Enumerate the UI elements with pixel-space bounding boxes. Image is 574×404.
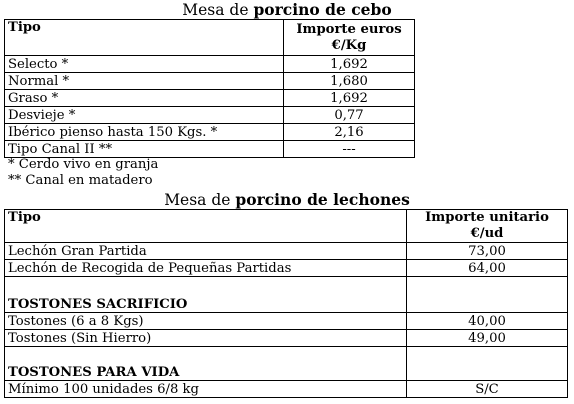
section-vida-title: TOSTONES PARA VIDA <box>4 346 407 381</box>
tipo-cell: Tostones (6 a 8 Kgs) <box>4 312 407 330</box>
tipo-cell: Desvieje * <box>4 106 284 124</box>
tipo-cell: Mínimo 100 unidades 6/8 kg <box>4 380 407 398</box>
table-row: Ibérico pienso hasta 150 Kgs. * 2,16 <box>4 123 415 141</box>
section-row-vida: TOSTONES PARA VIDA <box>4 346 568 381</box>
table-row: Graso * 1,692 <box>4 89 415 107</box>
note-vivo: * Cerdo vivo en granja <box>8 157 159 172</box>
cebo-header-importe-line2: €/Kg <box>331 37 367 53</box>
valor-cell: 64,00 <box>406 259 568 277</box>
lechones-caption-prefix: Mesa de <box>164 191 236 209</box>
valor-cell: 1,692 <box>283 89 415 107</box>
valor-cell: 40,00 <box>406 312 568 330</box>
note-canal: ** Canal en matadero <box>8 173 153 188</box>
lechones-header-importe-line1: Importe unitario <box>425 210 549 226</box>
valor-cell: 49,00 <box>406 329 568 347</box>
cebo-header-row: Tipo Importe euros €/Kg <box>4 19 415 56</box>
valor-cell: S/C <box>406 380 568 398</box>
table-row: Normal * 1,680 <box>4 72 415 90</box>
cebo-caption-prefix: Mesa de <box>182 1 254 19</box>
tipo-cell: Ibérico pienso hasta 150 Kgs. * <box>4 123 284 141</box>
valor-cell-empty <box>406 276 568 313</box>
table-row: Tostones (6 a 8 Kgs) 40,00 <box>4 312 568 330</box>
tipo-cell: Lechón Gran Partida <box>4 242 407 260</box>
table-row: Tostones (Sin Hierro) 49,00 <box>4 329 568 347</box>
table-row: Selecto * 1,692 <box>4 55 415 73</box>
tipo-cell: Lechón de Recogida de Pequeñas Partidas <box>4 259 407 277</box>
cebo-caption: Mesa de porcino de cebo <box>0 0 574 20</box>
valor-cell: 73,00 <box>406 242 568 260</box>
lechones-caption: Mesa de porcino de lechones <box>0 190 574 210</box>
valor-cell: 1,680 <box>283 72 415 90</box>
cebo-table: Tipo Importe euros €/Kg Selecto * 1,692 … <box>4 19 415 158</box>
cebo-header-importe: Importe euros €/Kg <box>283 19 415 56</box>
valor-cell: --- <box>283 140 415 158</box>
valor-cell: 1,692 <box>283 55 415 73</box>
valor-cell: 2,16 <box>283 123 415 141</box>
table-row: Lechón de Recogida de Pequeñas Partidas … <box>4 259 568 277</box>
section-sacrificio-title: TOSTONES SACRIFICIO <box>4 276 407 313</box>
lechones-header-importe-line2: €/ud <box>470 226 504 241</box>
tipo-cell: Normal * <box>4 72 284 90</box>
lechones-caption-title: porcino de lechones <box>235 190 410 209</box>
tipo-cell: Tostones (Sin Hierro) <box>4 329 407 347</box>
cebo-caption-title: porcino de cebo <box>253 0 392 19</box>
cebo-header-tipo: Tipo <box>4 19 284 56</box>
lechones-header-row: Tipo Importe unitario €/ud <box>4 209 568 243</box>
cebo-header-importe-line1: Importe euros <box>296 21 402 37</box>
tipo-cell: Graso * <box>4 89 284 107</box>
table-row: Tipo Canal II ** --- <box>4 140 415 158</box>
tipo-cell: Tipo Canal II ** <box>4 140 284 158</box>
lechones-header-importe: Importe unitario €/ud <box>406 209 568 243</box>
lechones-table: Tipo Importe unitario €/ud Lechón Gran P… <box>4 209 568 398</box>
tipo-cell: Selecto * <box>4 55 284 73</box>
table-row: Mínimo 100 unidades 6/8 kg S/C <box>4 380 568 398</box>
table-row: Lechón Gran Partida 73,00 <box>4 242 568 260</box>
valor-cell: 0,77 <box>283 106 415 124</box>
table-row: Desvieje * 0,77 <box>4 106 415 124</box>
valor-cell-empty <box>406 346 568 381</box>
section-row-sacrificio: TOSTONES SACRIFICIO <box>4 276 568 313</box>
lechones-header-tipo: Tipo <box>4 209 407 243</box>
